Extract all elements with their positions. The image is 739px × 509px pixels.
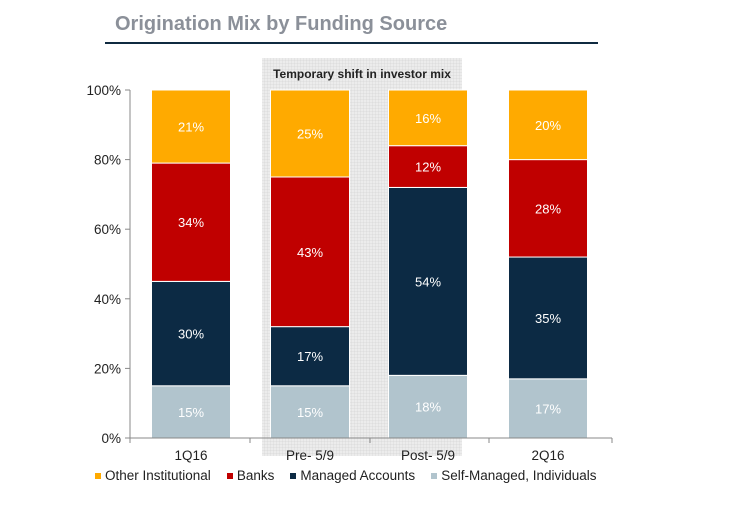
chart-title: Origination Mix by Funding Source <box>115 13 448 35</box>
y-tick-label: 40% <box>94 292 121 307</box>
data-label: 20% <box>535 118 561 133</box>
legend-item: Self-Managed, Individuals <box>431 468 597 483</box>
bar-segment <box>151 280 231 387</box>
x-tick-label: Post- 5/9 <box>401 448 455 463</box>
bar-segment <box>151 89 231 164</box>
data-label: 35% <box>535 311 561 326</box>
legend-item: Managed Accounts <box>290 468 415 483</box>
legend-item: Banks <box>226 468 275 483</box>
data-label: 17% <box>535 401 561 416</box>
y-tick-label: 20% <box>94 361 121 376</box>
legend-item: Other Institutional <box>95 468 211 483</box>
bar-segment <box>508 378 588 439</box>
data-label: 15% <box>178 405 204 420</box>
data-label: 12% <box>415 160 441 175</box>
bar-segment <box>388 89 468 147</box>
x-tick-label: 1Q16 <box>174 448 207 463</box>
legend-swatch <box>290 472 297 479</box>
bar-segment <box>388 374 468 439</box>
data-label: 21% <box>178 120 204 135</box>
bar-segment <box>151 385 231 439</box>
y-tick-label: 0% <box>101 431 121 446</box>
data-label: 15% <box>297 405 323 420</box>
data-label: 54% <box>415 274 441 289</box>
data-label: 30% <box>178 327 204 342</box>
x-tick-label: 2Q16 <box>531 448 564 463</box>
bar-segment <box>508 89 588 161</box>
legend-swatch <box>226 472 233 479</box>
data-label: 25% <box>297 127 323 142</box>
legend-label: Banks <box>236 468 275 483</box>
y-tick-label: 60% <box>94 222 121 237</box>
bar-segment <box>508 159 588 258</box>
data-label: 17% <box>297 349 323 364</box>
data-label: 28% <box>535 201 561 216</box>
data-label: 43% <box>297 245 323 260</box>
data-label: 18% <box>415 400 441 415</box>
highlight-annotation: Temporary shift in investor mix <box>273 67 451 81</box>
legend-label: Self-Managed, Individuals <box>441 468 597 483</box>
x-tick-label: Pre- 5/9 <box>286 448 334 463</box>
legend-swatch <box>431 472 438 479</box>
legend-label: Other Institutional <box>105 468 211 483</box>
legend: Other Institutional Banks Managed Accounts… <box>95 468 597 483</box>
data-label: 34% <box>178 215 204 230</box>
bar-segment <box>508 256 588 380</box>
bar-segment <box>388 186 468 376</box>
title-rule <box>105 42 598 44</box>
y-tick-label: 100% <box>86 83 121 98</box>
bar-segment <box>270 89 350 178</box>
bar-segment <box>270 176 350 328</box>
legend-label: Managed Accounts <box>300 468 416 483</box>
y-tick-label: 80% <box>94 153 121 168</box>
legend-swatch <box>95 472 101 479</box>
data-label: 16% <box>415 111 441 126</box>
